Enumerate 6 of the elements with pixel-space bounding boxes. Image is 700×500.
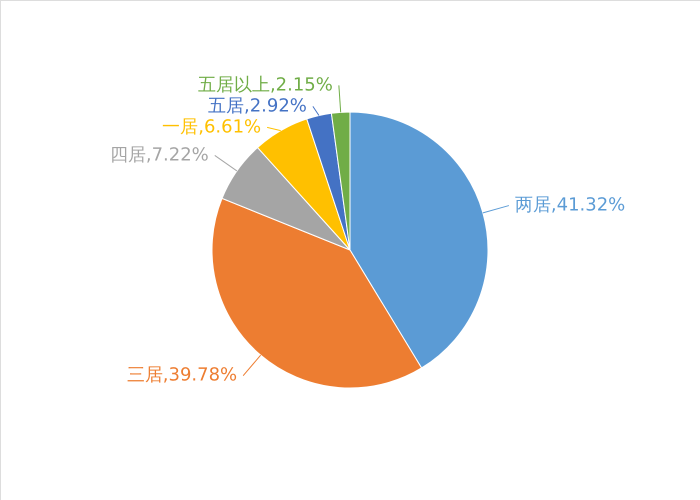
slice-label: 两居,41.32% xyxy=(514,194,626,216)
slice-label: 五居以上,2.15% xyxy=(198,74,333,96)
slice-label: 一居,6.61% xyxy=(162,116,262,138)
slice-label: 四居,7.22% xyxy=(110,144,209,166)
slice-label: 五居,2.92% xyxy=(208,95,307,116)
slice-label: 三居,39.78% xyxy=(126,364,238,386)
